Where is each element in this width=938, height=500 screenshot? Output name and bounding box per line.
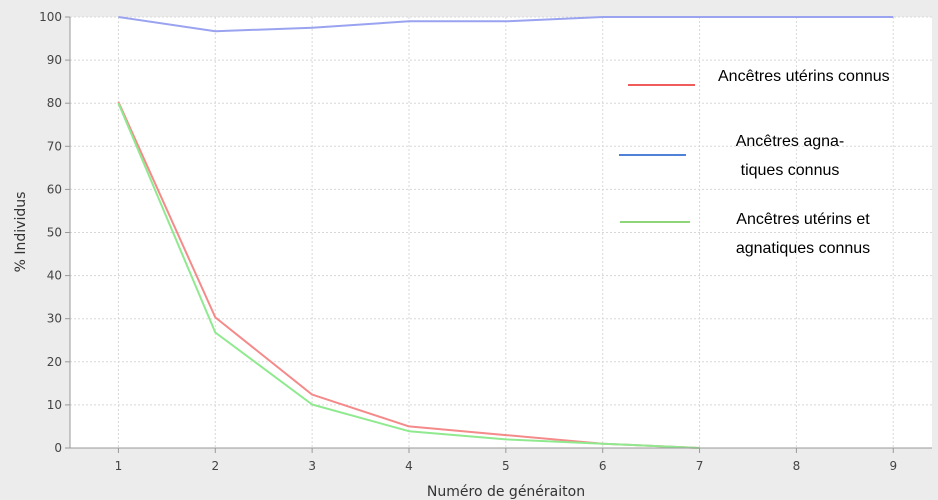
x-tick-label: 9 (889, 459, 897, 473)
x-tick-label: 7 (696, 459, 704, 473)
legend-label-2: Ancêtres agna- (736, 133, 845, 150)
legend: Ancêtres utérins connus Ancêtres agna-tiq… (619, 68, 890, 257)
legend-label-3: Ancêtres utérins et (736, 211, 870, 228)
y-tick-label: 50 (47, 226, 62, 240)
series-line-3 (117, 102, 700, 449)
x-tick-label: 4 (405, 459, 413, 473)
legend-label-3: agnatiques connus (736, 240, 870, 257)
y-tick-label: 80 (47, 96, 62, 110)
x-tick-label: 6 (599, 459, 607, 473)
y-tick-label: 0 (54, 441, 62, 455)
x-tick-label: 3 (308, 459, 316, 473)
y-tick-label: 10 (47, 398, 62, 412)
y-tick-label: 90 (47, 53, 62, 67)
y-tick-label: 40 (47, 269, 62, 283)
series-lines (117, 16, 894, 449)
y-tick-label: 20 (47, 355, 62, 369)
x-axis-title: Numéro de généraiton (427, 484, 585, 500)
series-line-2 (118, 16, 894, 33)
x-tick-label: 2 (211, 459, 219, 473)
y-ticks: 0 10 20 30 40 50 60 70 80 90 100 (39, 10, 70, 455)
plot-area (70, 17, 932, 448)
y-tick-label: 70 (47, 139, 62, 153)
x-ticks: 1 2 3 4 5 6 7 8 9 (115, 448, 897, 473)
x-tick-label: 1 (115, 459, 123, 473)
legend-label-1: Ancêtres utérins connus (718, 68, 890, 85)
x-tick-label: 8 (793, 459, 801, 473)
y-tick-label: 100 (39, 10, 62, 24)
legend-label-2: tiques connus (741, 162, 840, 179)
y-tick-label: 30 (47, 312, 62, 326)
y-tick-label: 60 (47, 182, 62, 196)
x-tick-label: 5 (502, 459, 510, 473)
y-axis-title: % Individus (13, 192, 29, 273)
